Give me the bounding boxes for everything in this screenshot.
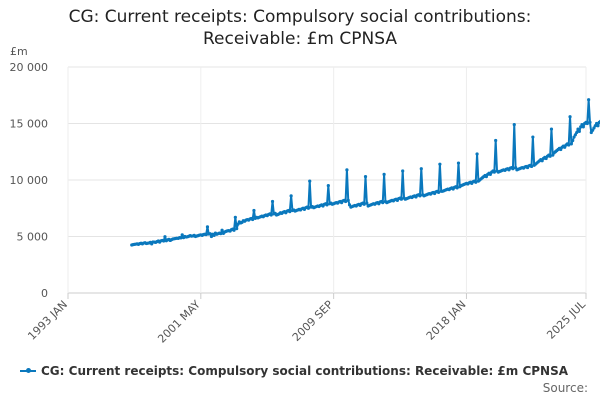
data-point <box>418 194 422 198</box>
data-point <box>325 203 329 207</box>
data-point <box>382 172 386 176</box>
data-point <box>419 167 423 171</box>
data-point <box>577 129 581 134</box>
data-point <box>233 215 237 219</box>
data-point <box>492 170 496 174</box>
data-point <box>163 235 167 239</box>
series-layer <box>130 98 600 247</box>
data-point <box>289 194 293 198</box>
data-point <box>569 142 573 146</box>
data-point <box>326 184 330 188</box>
chart-title-line-2: Receivable: £m CPNSA <box>203 29 397 49</box>
chart-title-line-1: CG: Current receipts: Compulsory social … <box>68 7 532 27</box>
x-tick-label: 1993 JAN <box>25 298 70 343</box>
axis-layer: 0 5 000 10 000 15 000 20 000 £m 1993 JAN 2001 M… <box>10 45 589 346</box>
data-point <box>585 121 589 126</box>
y-tick-label: 20 000 <box>10 61 49 74</box>
data-point <box>205 225 210 229</box>
data-point <box>529 164 534 169</box>
data-point <box>252 208 256 213</box>
data-point <box>365 201 369 205</box>
data-point <box>162 239 166 243</box>
y-axis-label: £m <box>10 45 28 58</box>
data-point <box>346 198 350 202</box>
y-tick-label: 0 <box>41 287 48 300</box>
data-point <box>474 180 478 184</box>
data-point <box>568 115 572 119</box>
grid-layer <box>67 66 587 294</box>
x-tick-label: 2009 SEP <box>290 298 336 344</box>
data-point <box>455 186 459 190</box>
data-point <box>208 232 212 236</box>
data-point <box>549 127 554 131</box>
data-point <box>363 175 368 179</box>
data-point <box>494 138 498 143</box>
data-point <box>381 201 385 205</box>
chart-title: CG: Current receipts: Compulsory social … <box>0 6 600 50</box>
data-point <box>180 233 184 237</box>
data-point <box>587 98 591 102</box>
data-point <box>475 152 479 156</box>
x-tick-label: 2025 JUL <box>544 297 588 341</box>
data-point <box>308 179 312 183</box>
source-label: Source: <box>542 381 588 395</box>
data-point <box>511 167 515 171</box>
data-point <box>596 124 600 128</box>
data-point <box>512 123 516 127</box>
data-point <box>531 135 535 139</box>
data-point <box>269 213 273 217</box>
data-point <box>219 232 223 236</box>
data-point <box>235 226 239 231</box>
data-point <box>220 228 224 232</box>
data-point <box>251 217 255 222</box>
data-point <box>399 197 403 201</box>
y-tick-label: 15 000 <box>10 118 49 131</box>
data-point <box>548 154 552 158</box>
y-tick-label: 5 000 <box>17 231 49 244</box>
data-point <box>575 130 579 135</box>
data-point <box>343 199 348 204</box>
data-point <box>571 138 575 143</box>
data-point <box>438 162 442 166</box>
y-tick-label: 10 000 <box>10 174 49 187</box>
data-point <box>306 206 310 210</box>
legend-label: CG: Current receipts: Compulsory social … <box>41 364 569 378</box>
data-point <box>456 161 461 165</box>
data-point <box>588 120 592 124</box>
data-point <box>270 199 275 204</box>
data-point <box>436 190 441 195</box>
data-point <box>345 168 349 172</box>
data-point <box>567 143 571 147</box>
data-point <box>401 169 405 173</box>
legend-swatch <box>20 368 36 373</box>
data-point <box>581 125 585 129</box>
x-tick-label: 2001 MAY <box>155 298 203 346</box>
legend[interactable]: CG: Current receipts: Compulsory social … <box>20 364 568 378</box>
data-point <box>204 232 208 237</box>
data-point <box>362 202 366 206</box>
data-point <box>232 228 236 232</box>
x-tick-label: 2018 JAN <box>424 298 469 343</box>
data-point <box>288 210 292 214</box>
data-point <box>179 236 183 240</box>
